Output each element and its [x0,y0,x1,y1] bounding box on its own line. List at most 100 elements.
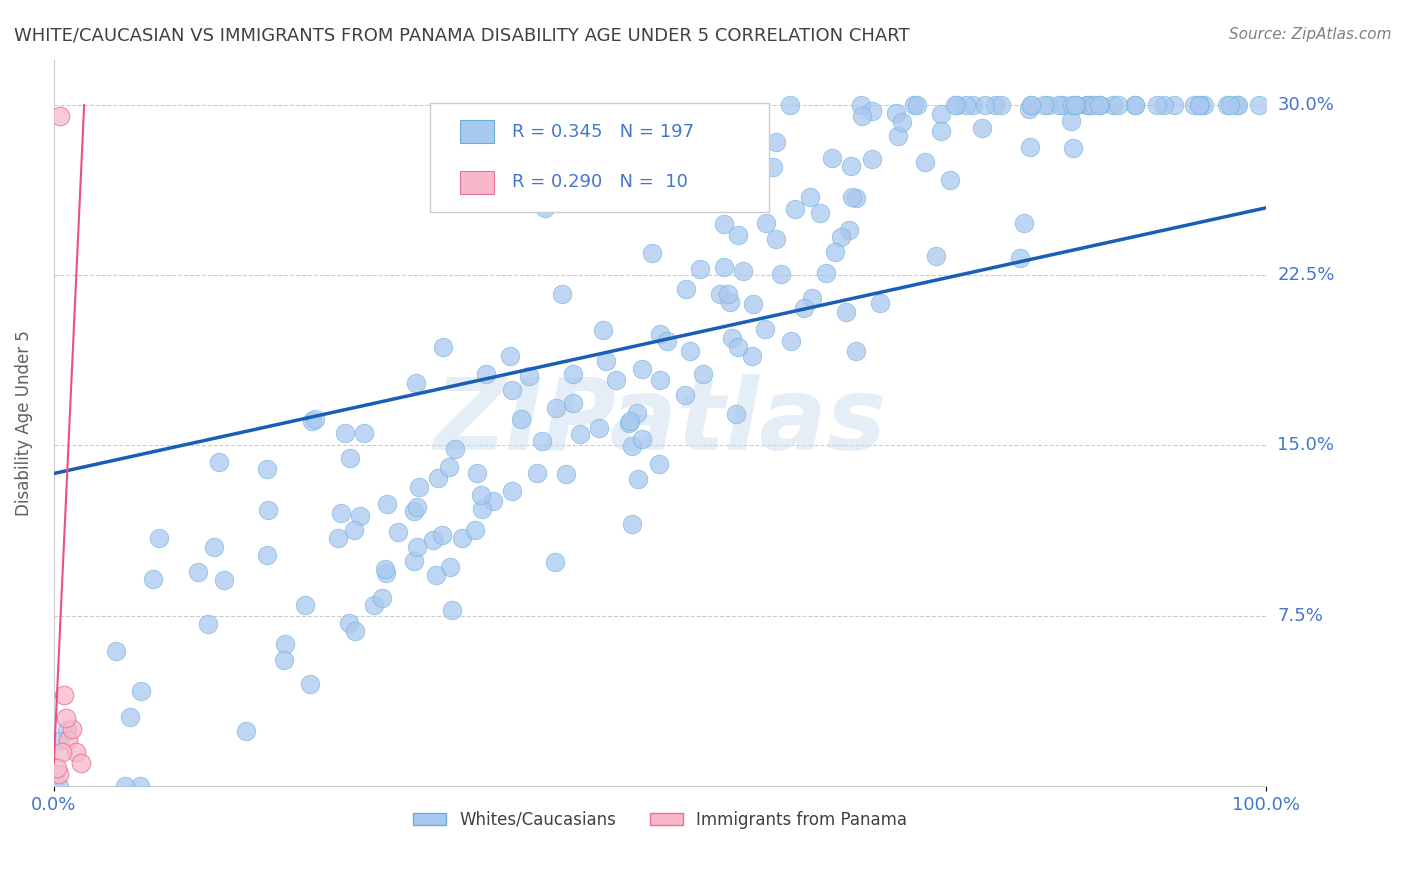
Point [298,677,321,691]
Point [374,566,396,581]
Point [675,282,697,296]
Point [501,483,523,498]
Legend: Whites/Caucasians, Immigrants from Panama: Whites/Caucasians, Immigrants from Panam… [406,805,914,836]
Point [404,554,426,568]
Point [333,425,356,440]
Point [808,206,831,220]
Point [1047,98,1070,112]
Point [343,624,366,639]
Point [104,643,127,657]
Point [838,223,860,237]
Point [713,218,735,232]
Point [375,497,398,511]
Point [51,745,73,759]
Point [990,98,1012,112]
Point [841,189,863,203]
Point [440,603,463,617]
Point [387,525,409,540]
Point [972,121,994,136]
Point [849,98,872,112]
Point [814,266,837,280]
Point [962,98,984,112]
Point [830,230,852,244]
Point [1077,98,1099,112]
Point [46,761,69,775]
Text: 7.5%: 7.5% [1278,607,1323,624]
Text: Source: ZipAtlas.com: Source: ZipAtlas.com [1229,27,1392,42]
Point [648,457,671,471]
Text: ZIPatlas: ZIPatlas [433,374,887,471]
Point [273,653,295,667]
Point [474,367,496,381]
Point [256,461,278,475]
Point [451,532,474,546]
Point [465,467,488,481]
Point [1192,98,1215,112]
Point [1019,140,1042,154]
Point [1062,98,1084,112]
Point [619,416,641,430]
Point [204,540,226,554]
Point [430,528,453,542]
Point [845,190,868,204]
Point [824,244,846,259]
Point [328,531,350,545]
Point [148,531,170,545]
Point [471,502,494,516]
Point [406,500,429,515]
Point [762,160,785,174]
Point [422,533,444,547]
Point [1249,98,1271,112]
Point [443,442,465,457]
Point [120,710,142,724]
Point [779,334,801,348]
Point [1163,98,1185,112]
Point [692,367,714,381]
Point [337,615,360,630]
Point [1102,98,1125,112]
Point [1062,140,1084,154]
Point [58,733,80,747]
Point [1088,98,1111,112]
Point [679,343,702,358]
Point [903,98,925,112]
Point [588,420,610,434]
Point [839,159,862,173]
Point [884,105,907,120]
Point [274,637,297,651]
Point [1077,98,1099,112]
Text: R = 0.345   N = 197: R = 0.345 N = 197 [512,123,695,141]
Point [727,340,749,354]
Point [1216,98,1239,112]
Point [835,305,858,319]
Point [55,723,77,737]
Point [48,767,70,781]
Point [648,373,671,387]
Point [187,565,209,579]
Point [765,232,787,246]
Point [620,517,643,532]
Point [69,756,91,770]
Point [304,411,326,425]
Point [256,503,278,517]
Point [619,414,641,428]
Point [349,509,371,524]
Point [939,172,962,186]
Point [329,506,352,520]
Point [673,388,696,402]
Point [983,98,1005,112]
Text: 15.0%: 15.0% [1278,436,1334,454]
Point [437,459,460,474]
Point [510,411,533,425]
Point [1219,98,1241,112]
Point [49,109,72,123]
Point [717,287,740,301]
Point [741,349,763,363]
Point [721,331,744,345]
Point [256,548,278,562]
Point [869,295,891,310]
Point [1019,98,1042,112]
Point [621,439,644,453]
Point [301,414,323,428]
Point [402,504,425,518]
